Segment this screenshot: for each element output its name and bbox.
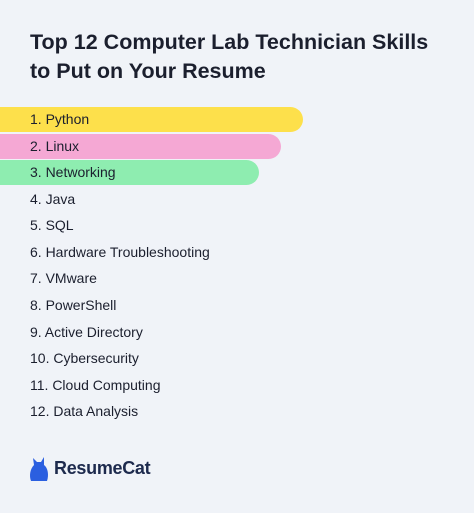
skill-item: 4. Java xyxy=(30,191,76,207)
skill-item: 12. Data Analysis xyxy=(30,403,139,419)
skill-item: 3. Networking xyxy=(0,160,259,185)
skill-item: 1. Python xyxy=(0,107,303,132)
title: Top 12 Computer Lab Technician Skills to… xyxy=(30,30,429,83)
skill-item: 7. VMware xyxy=(30,270,97,286)
skill-item: 9. Active Directory xyxy=(30,324,143,340)
skill-item: 8. PowerShell xyxy=(30,297,117,313)
skill-item: 10. Cybersecurity xyxy=(30,350,139,366)
skill-item: 5. SQL xyxy=(30,217,74,233)
brand-name: ResumeCat xyxy=(54,457,151,478)
skill-item: 11. Cloud Computing xyxy=(30,377,161,393)
logo-icon xyxy=(30,457,48,481)
logo: ResumeCat xyxy=(28,453,151,483)
skill-item: 2. Linux xyxy=(0,134,281,159)
skill-item: 6. Hardware Troubleshooting xyxy=(30,244,210,260)
